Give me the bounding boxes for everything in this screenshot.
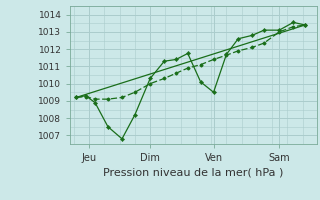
X-axis label: Pression niveau de la mer( hPa ): Pression niveau de la mer( hPa ): [103, 167, 284, 177]
